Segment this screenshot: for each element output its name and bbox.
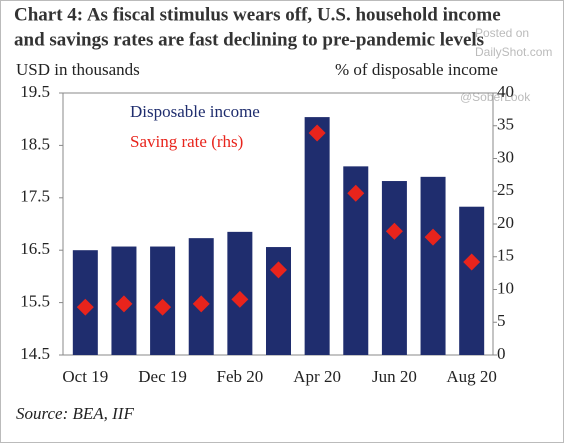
y2-tick-label: 5 [497,311,506,330]
point [347,184,365,202]
chart-title: and savings rates are fast declining to … [14,29,484,50]
point [424,228,442,246]
legend-label: Saving rate (rhs) [130,132,243,151]
bar [459,206,485,355]
x-tick-label: Oct 19 [62,367,108,386]
legend-label: Disposable income [130,102,260,121]
x-tick-label: Feb 20 [216,367,263,386]
bar [381,181,407,355]
y2-axis-label: % of disposable income [335,60,498,79]
y-tick-label: 17.5 [20,187,50,206]
x-tick-label: Apr 20 [293,367,341,386]
y2-tick-label: 10 [497,278,514,297]
y-tick-label: 16.5 [20,239,50,258]
y-axis-label: USD in thousands [16,60,140,79]
bar [420,176,446,355]
watermark: @SoberLook [460,90,531,104]
y-tick-label: 18.5 [20,134,50,153]
y2-tick-label: 30 [497,147,514,166]
y2-tick-label: 20 [497,213,514,232]
point [192,295,210,313]
watermark: Posted on [475,26,529,40]
y2-tick-label: 0 [497,344,506,363]
point [115,295,133,313]
y-tick-label: 19.5 [20,82,50,101]
y2-tick-label: 35 [497,115,514,134]
chart-title: Chart 4: As fiscal stimulus wears off, U… [14,4,501,25]
x-tick-label: Jun 20 [372,367,417,386]
x-tick-label: Aug 20 [446,367,497,386]
y2-tick-label: 40 [497,82,514,101]
x-tick-label: Dec 19 [138,367,187,386]
bar [304,117,330,355]
point [76,298,94,316]
watermark: DailyShot.com [475,45,552,59]
y2-tick-label: 25 [497,180,514,199]
point [463,253,481,271]
point [231,290,249,308]
point [270,261,287,279]
y2-tick-label: 15 [497,246,514,265]
y-tick-label: 15.5 [20,292,50,311]
point [154,298,172,316]
y-tick-label: 14.5 [20,344,50,363]
source: Source: BEA, IIF [16,404,134,423]
point [385,222,403,240]
